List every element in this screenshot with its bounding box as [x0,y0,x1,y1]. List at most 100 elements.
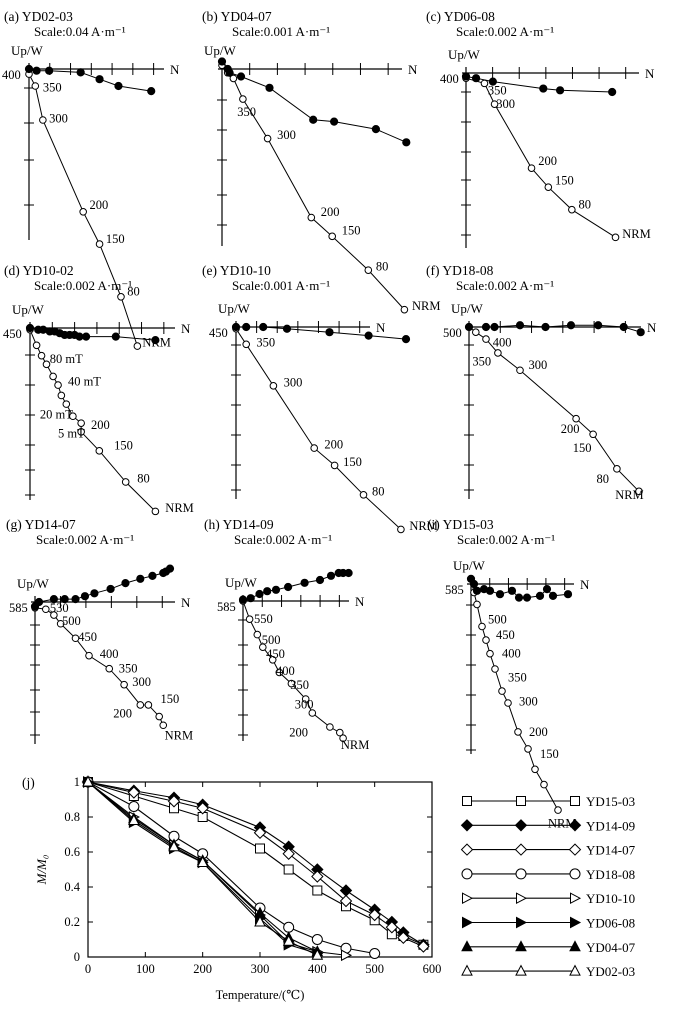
step-label: 150 [106,232,125,246]
horizontal-point-2 [259,322,268,332]
vertical-point-6 [397,525,405,534]
vertical-point-1 [242,340,250,349]
legend-marker [515,868,527,880]
vertical-point-4 [49,372,57,381]
series-point-YD14-07 [311,870,324,883]
vertical-point-9 [77,419,85,427]
vertical-point-3 [239,95,247,103]
vertical-point-7 [498,687,506,695]
horizontal-point-8 [121,579,130,588]
vertical-point-13 [554,806,562,814]
legend-label: YD15-03 [586,794,635,809]
horizontal-point-5 [309,115,318,124]
horizontal-point-0 [217,57,227,66]
horizontal-point-6 [90,589,99,598]
horizontal-point-5 [80,592,90,601]
vertical-point-6 [133,342,142,350]
step-label: 350 [508,671,527,685]
vertical-point-9 [514,728,522,736]
vertical-point-3 [310,444,319,452]
series-point-YD02-03 [311,948,324,960]
horizontal-point-0 [24,64,34,74]
n-label: N [647,320,657,335]
series-point-YD14-07 [127,786,141,799]
horizontal-point-10 [542,585,552,594]
x-tick-label: 500 [365,962,384,976]
horizontal-point-10 [148,571,157,581]
vertical-point-2 [253,630,262,639]
horizontal-point-1 [469,579,479,589]
horizontal-point-3 [60,595,69,604]
vertical-point-4 [71,634,80,643]
x-tick-label: 600 [423,962,442,976]
vertical-point-5 [117,293,125,301]
step-label: 150 [342,224,361,238]
legend-marker [516,796,526,806]
vertical-point-8 [635,487,643,496]
vertical-point-7 [301,695,310,703]
vertical-point-5 [85,651,93,660]
vertical-point-11 [159,721,168,730]
horizontal-point-4 [555,86,565,95]
start-temperature-label: 500 [443,326,462,340]
horizontal-point-4 [95,75,104,84]
horizontal-point-0 [25,323,35,333]
legend-marker [461,964,473,976]
vertical-point-5 [275,668,284,677]
up-w-label: Up/W [453,558,486,573]
step-label: 350 [472,355,491,369]
step-label: 300 [132,675,151,689]
horizontal-point-6 [147,87,156,96]
step-label: 200 [289,726,308,740]
step-label: 200 [321,205,340,219]
vertical-point-4 [95,240,104,248]
horizontal-point-6 [507,586,517,595]
legend-marker [516,892,528,905]
series-point-YD02-03 [196,855,209,867]
horizontal-point-6 [401,335,411,344]
panel-scale: Scale:0.002 A·m⁻¹ [34,278,132,293]
series-point-YD02-03 [82,775,94,787]
vertical-point-8 [69,412,77,421]
horizontal-point-0 [238,595,248,604]
step-label: 300 [277,128,296,142]
vertical-point-8 [308,709,317,717]
n-label: N [181,595,191,610]
up-w-label: Up/W [204,43,237,58]
legend-marker [569,964,581,976]
start-temperature-label: 450 [3,327,22,341]
legend-marker [515,964,527,976]
legend-label: YD14-09 [586,818,635,833]
horizontal-point-5 [608,87,617,97]
step-label: 80 [137,472,150,486]
legend-marker [568,819,582,832]
vertical-point-4 [330,461,339,470]
vertical-point-5 [486,649,494,658]
horizontal-point-7 [106,584,115,594]
panel-title: (a) YD02-03 [4,9,73,24]
horizontal-point-3 [236,72,246,81]
horizontal-point-4 [541,322,550,332]
horizontal-point-0 [231,322,241,332]
step-label: 150 [343,455,362,469]
horizontal-point-8 [522,593,532,602]
horizontal-point-4 [71,595,80,604]
horizontal-point-9 [535,591,545,601]
vertical-point-7 [364,266,373,274]
step-label: NRM [412,299,440,313]
legend-marker [570,796,580,806]
vertical-point-9 [144,701,153,709]
step-label: 200 [89,198,108,212]
vertical-point-1 [32,341,41,350]
vertical-point-6 [287,679,296,688]
series-point-YD14-07 [385,921,399,934]
horizontal-point-4 [325,328,334,337]
plot-frame [87,781,433,958]
x-tick-label: 100 [136,962,155,976]
step-label: 300 [49,111,68,125]
